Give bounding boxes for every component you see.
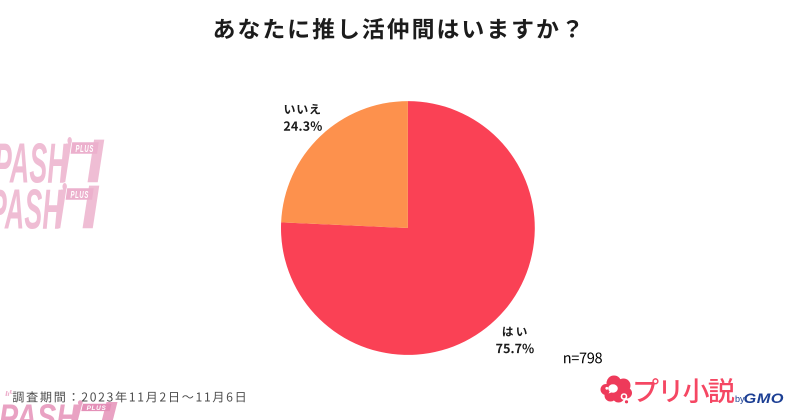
svg-text:PLUS: PLUS bbox=[87, 405, 107, 412]
svg-text:PLUS: PLUS bbox=[76, 143, 94, 154]
svg-text:PLUS: PLUS bbox=[71, 189, 89, 200]
svg-text:PASH: PASH bbox=[0, 178, 62, 241]
svg-text:GMO: GMO bbox=[744, 391, 784, 407]
svg-text:PASH: PASH bbox=[0, 396, 78, 420]
svg-text:by: by bbox=[735, 394, 745, 404]
svg-text:PASH: PASH bbox=[0, 132, 67, 195]
